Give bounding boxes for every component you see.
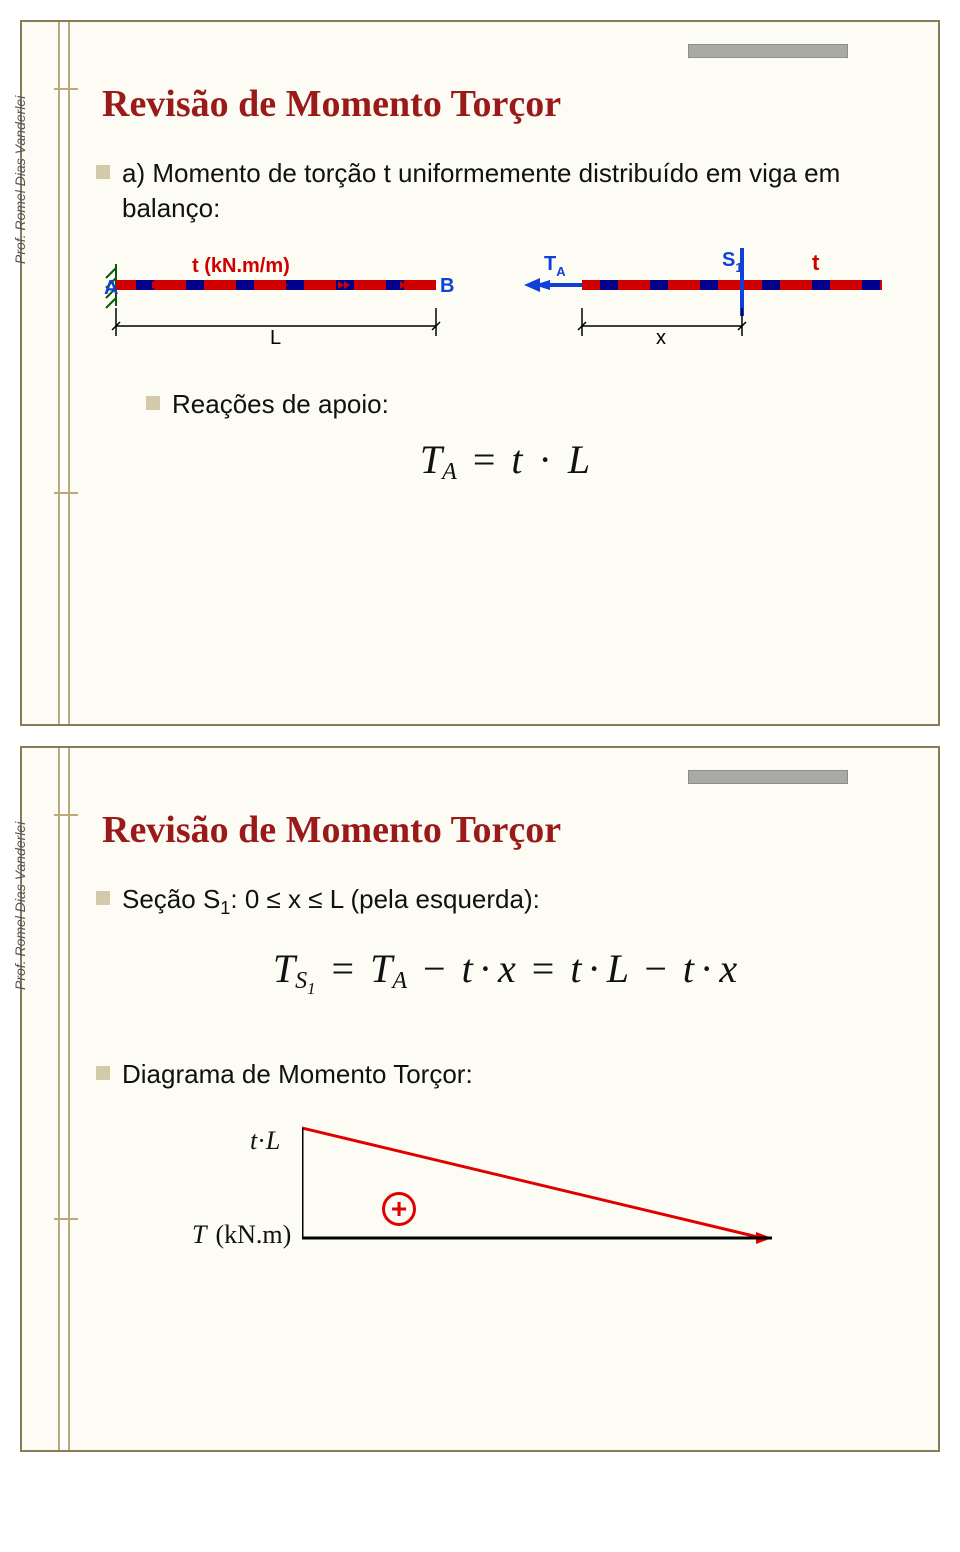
bullet-diagram-text: Diagrama de Momento Torçor: (122, 1059, 473, 1089)
label-tL: t·L (250, 1126, 280, 1156)
bullet-square-icon (96, 165, 110, 179)
moment-diagram: t·L T (kN.m) + (162, 1132, 802, 1302)
side-rail-2 (58, 748, 70, 1450)
label-A: A (104, 277, 118, 299)
top-handle (688, 44, 848, 58)
equation-TA: TA = t · L (102, 436, 908, 486)
slide-1-content: Revisão de Momento Torçor a) Momento de … (102, 62, 908, 704)
author-label: Prof. Romel Dias Vanderlei (12, 96, 28, 264)
bullet-a: a) Momento de torção t uniformemente dis… (122, 156, 842, 226)
bullet-section-text: Seção S (122, 884, 220, 914)
label-TA: TA (544, 253, 566, 279)
bullet-a-text: a) Momento de torção t uniformemente dis… (122, 158, 840, 223)
top-handle-2 (688, 770, 848, 784)
label-L: L (270, 327, 281, 349)
bullet-square-icon (146, 396, 160, 410)
bullet-reactions: Reações de apoio: (172, 387, 908, 422)
label-S1: S1 (722, 249, 743, 275)
label-B: B (440, 275, 454, 297)
bullet-section-sub: 1 (220, 898, 230, 918)
beam-diagram: A B t (kN.m/m) L TA (102, 236, 902, 356)
equation-TS1: TS1 = TA − t·x = t·L − t·x (102, 945, 908, 999)
author-label-2: Prof. Romel Dias Vanderlei (12, 822, 28, 990)
bullet-section: Seção S1: 0 ≤ x ≤ L (pela esquerda): (122, 882, 908, 921)
bullet-square-icon (96, 891, 110, 905)
plus-icon: + (382, 1192, 416, 1226)
triangle-diagram (302, 1118, 822, 1278)
label-T-axis: T (kN.m) (192, 1220, 291, 1250)
slide-2: Prof. Romel Dias Vanderlei Revisão de Mo… (20, 746, 940, 1452)
label-t-distributed: t (kN.m/m) (192, 255, 290, 277)
bullet-section-tail: : 0 ≤ x ≤ L (pela esquerda): (230, 884, 539, 914)
slide-2-content: Revisão de Momento Torçor Seção S1: 0 ≤ … (102, 788, 908, 1430)
slide-1-title: Revisão de Momento Torçor (102, 82, 908, 126)
bullet-reactions-text: Reações de apoio: (172, 389, 389, 419)
bullet-square-icon (96, 1066, 110, 1080)
label-x: x (656, 327, 666, 349)
side-rail (58, 22, 70, 724)
bullet-diagram: Diagrama de Momento Torçor: (122, 1057, 908, 1092)
label-t: t (812, 250, 820, 275)
slide-1: Prof. Romel Dias Vanderlei Revisão de Mo… (20, 20, 940, 726)
slide-2-title: Revisão de Momento Torçor (102, 808, 908, 852)
